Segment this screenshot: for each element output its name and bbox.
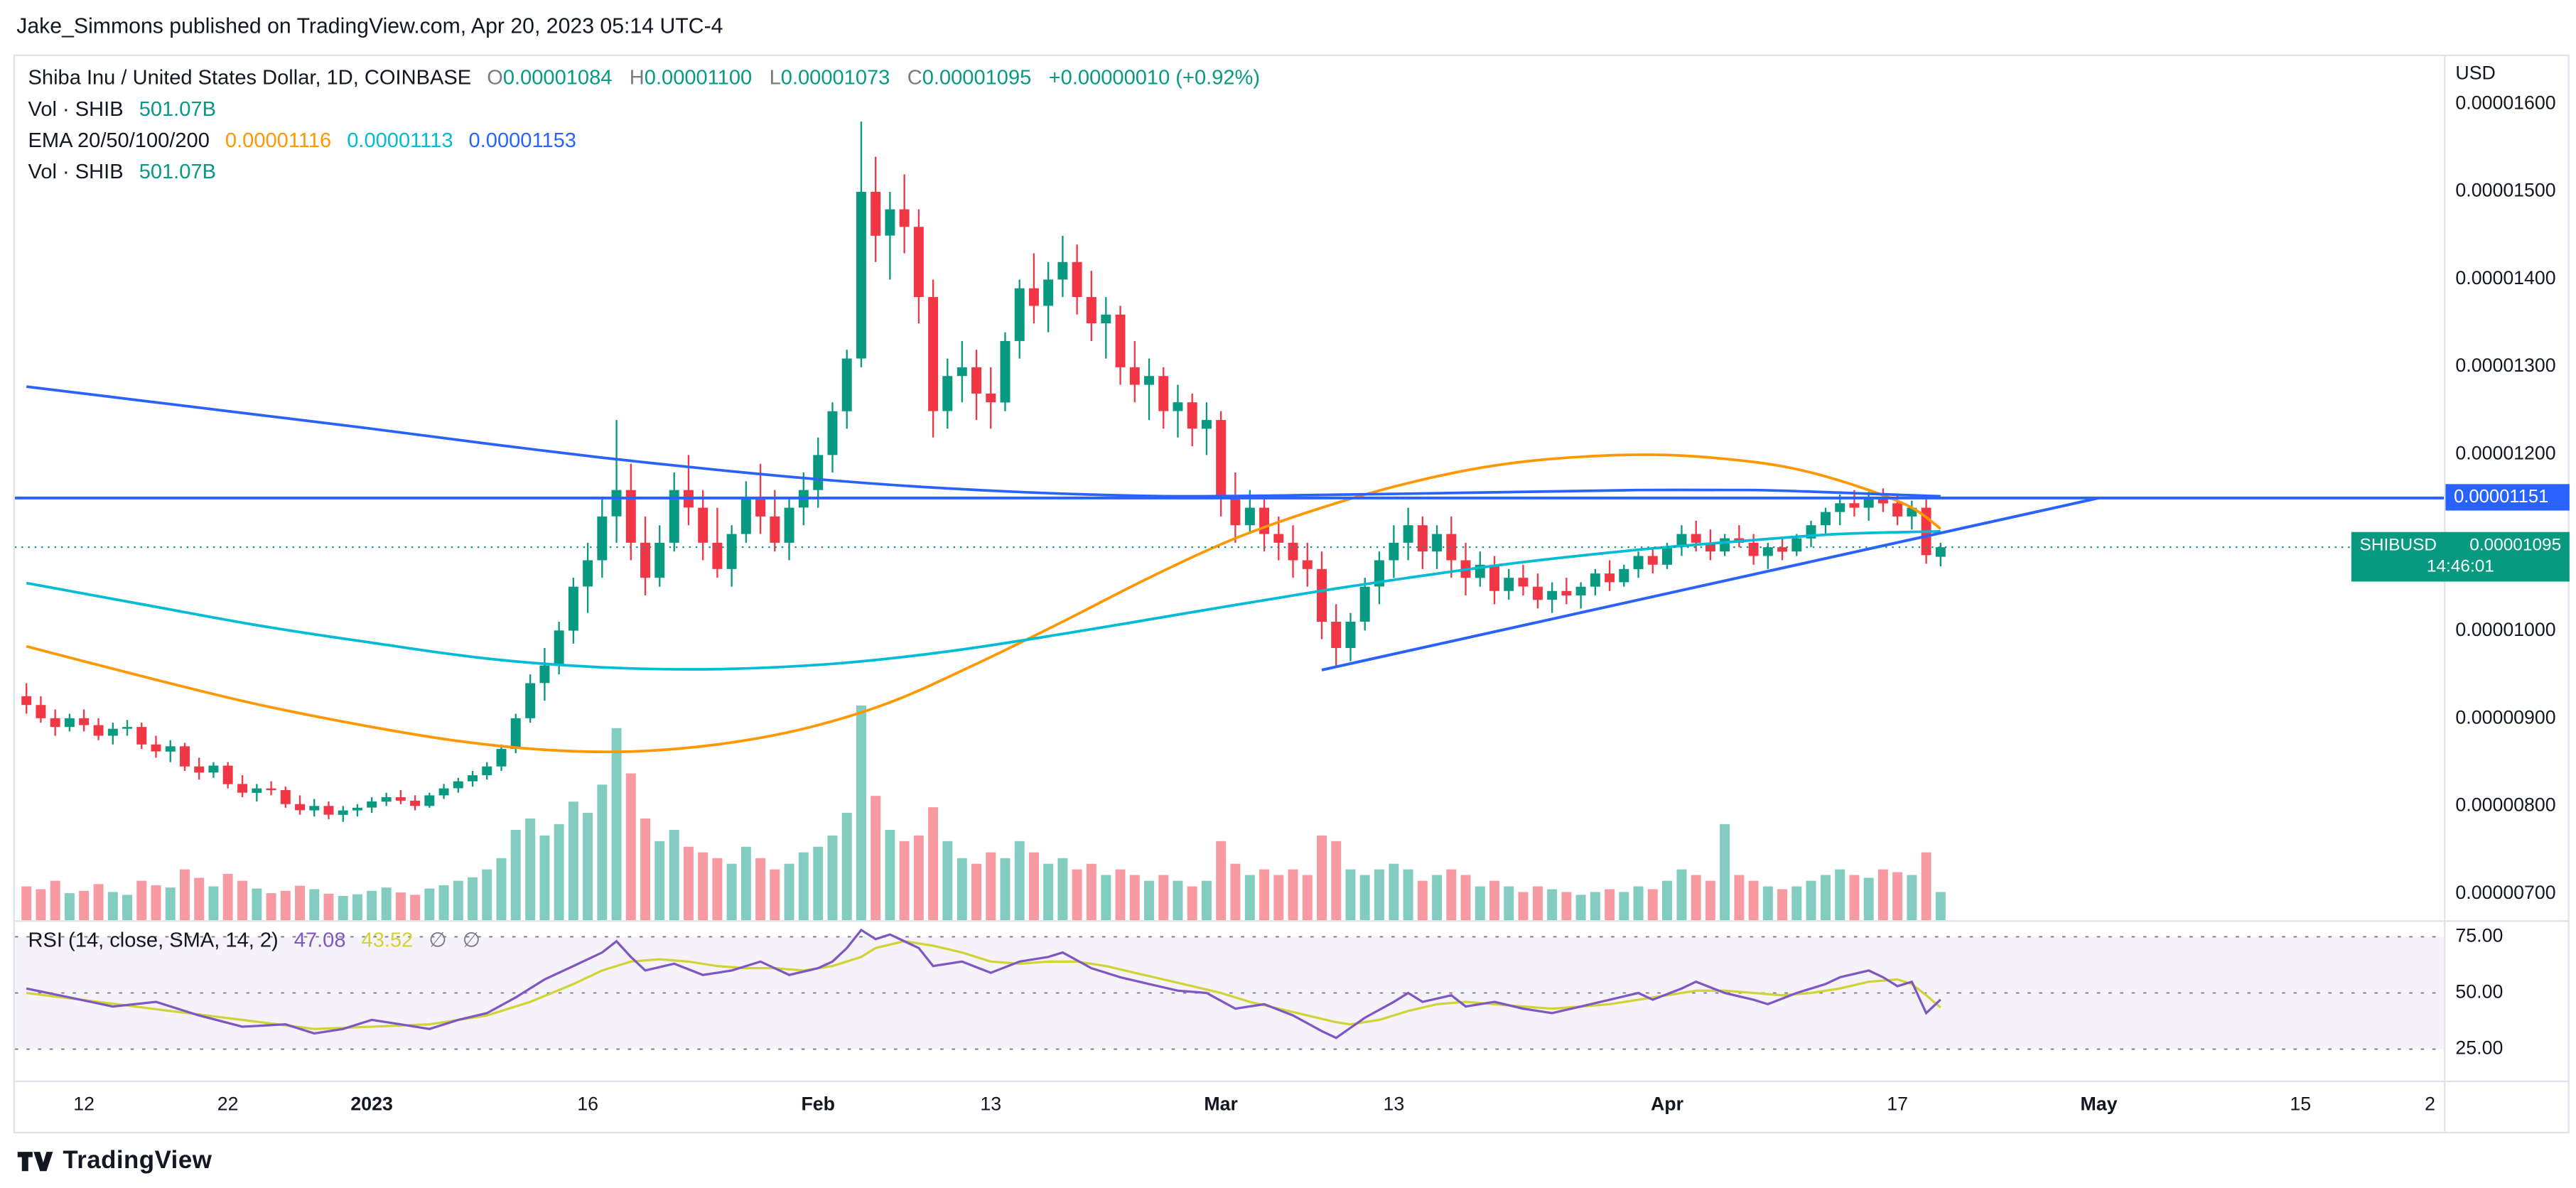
time-axis-label: 17	[1887, 1095, 1909, 1116]
price-axis-label: 0.00001000	[2455, 620, 2556, 641]
ema50-value: 0.00001116	[225, 129, 332, 152]
ema-legend-row[interactable]: EMA 20/50/100/200 0.00001116 0.00001113 …	[28, 126, 1270, 157]
price-axis-label: 0.00001400	[2455, 269, 2556, 290]
time-axis-label: 2023	[350, 1095, 393, 1116]
time-axis[interactable]: 12 22 2023 16 Feb 13 Mar 13 Apr 17 May 15 2	[14, 1080, 2445, 1132]
rsi-band-empty-2: ∅	[462, 928, 481, 952]
time-axis-label: 12	[73, 1095, 95, 1116]
volume2-label: Vol · SHIB	[28, 160, 124, 184]
time-axis-label: 16	[577, 1095, 598, 1116]
ema100-value: 0.00001113	[347, 129, 453, 152]
currency-label: USD	[2455, 64, 2496, 85]
chart-legend: Shiba Inu / United States Dollar, 1D, CO…	[28, 63, 1270, 188]
price-axis-label: 0.00001200	[2455, 445, 2556, 465]
price-tag-price: 0.00001095	[2469, 535, 2562, 556]
volume-legend-row[interactable]: Vol · SHIB 501.07B	[28, 94, 1270, 126]
rsi-chart-canvas[interactable]	[14, 922, 2445, 1083]
volume2-value: 501.07B	[139, 160, 216, 184]
time-axis-label: 13	[980, 1095, 1002, 1116]
rsi-legend-row[interactable]: RSI (14, close, SMA, 14, 2) 47.08 43.52 …	[28, 925, 490, 956]
rsi-axis[interactable]: 75.00 50.00 25.00	[2444, 920, 2568, 1081]
bar-countdown: 14:46:01	[2426, 557, 2494, 577]
time-axis-label: Mar	[1204, 1095, 1238, 1116]
time-axis-label: Feb	[801, 1095, 836, 1116]
rsi-band-empty-1: ∅	[429, 928, 447, 952]
symbol-legend-row[interactable]: Shiba Inu / United States Dollar, 1D, CO…	[28, 63, 1270, 94]
price-chart-canvas[interactable]	[14, 56, 2445, 921]
ema200-value: 0.00001153	[468, 129, 576, 152]
rsi-sma-value: 43.52	[361, 928, 414, 952]
price-axis-label: 0.00000800	[2455, 796, 2556, 816]
rsi-title: RSI (14, close, SMA, 14, 2)	[28, 928, 279, 952]
rsi-value: 47.08	[293, 928, 346, 952]
volume2-legend-row[interactable]: Vol · SHIB 501.07B	[28, 157, 1270, 188]
symbol-title: Shiba Inu / United States Dollar, 1D, CO…	[28, 66, 472, 90]
rsi-pane[interactable]: RSI (14, close, SMA, 14, 2) 47.08 43.52 …	[14, 920, 2445, 1083]
rsi-axis-label: 25.00	[2455, 1039, 2504, 1059]
tradingview-logo-icon	[17, 1150, 53, 1171]
last-price-tag: SHIBUSD 0.00001095 14:46:01	[2351, 532, 2570, 582]
change-value: +0.00000010 (+0.92%)	[1048, 66, 1261, 90]
price-axis[interactable]: USD 0.00001600 0.00001500 0.00001400 0.0000…	[2351, 56, 2570, 921]
rsi-axis-label: 50.00	[2455, 983, 2504, 1003]
tradingview-branding[interactable]: TradingView	[16, 1146, 212, 1175]
hline-price-tag: 0.00001151	[2445, 485, 2570, 512]
ohlc-low: L0.00001073	[769, 66, 890, 90]
main-chart-pane[interactable]: Shiba Inu / United States Dollar, 1D, CO…	[14, 56, 2445, 921]
ema-label: EMA 20/50/100/200	[28, 129, 210, 152]
volume-label: Vol · SHIB	[28, 97, 124, 121]
price-axis-label: 0.00001600	[2455, 94, 2556, 114]
time-axis-label: 22	[217, 1095, 239, 1116]
time-axis-label: 2	[2425, 1095, 2436, 1116]
price-tag-symbol: SHIBUSD	[2359, 535, 2437, 556]
time-axis-label: 13	[1383, 1095, 1405, 1116]
chart-widget: Shiba Inu / United States Dollar, 1D, CO…	[13, 54, 2570, 1134]
price-axis-label: 0.00000900	[2455, 708, 2556, 728]
price-axis-label: 0.00001300	[2455, 357, 2556, 377]
price-axis-label: 0.00001500	[2455, 182, 2556, 202]
time-axis-label: May	[2080, 1095, 2118, 1116]
rsi-axis-label: 75.00	[2455, 927, 2504, 947]
publish-info: Jake_Simmons published on TradingView.co…	[16, 13, 723, 38]
tradingview-wordmark: TradingView	[63, 1146, 212, 1175]
ohlc-high: H0.00001100	[629, 66, 753, 90]
volume-value: 501.07B	[139, 97, 216, 121]
ohlc-close: C0.00001095	[907, 66, 1032, 90]
price-axis-label: 0.00000700	[2455, 883, 2556, 904]
ohlc-open: O0.00001084	[487, 66, 613, 90]
time-axis-label: 15	[2290, 1095, 2312, 1116]
axis-corner	[2444, 1080, 2568, 1132]
time-axis-label: Apr	[1650, 1095, 1684, 1116]
